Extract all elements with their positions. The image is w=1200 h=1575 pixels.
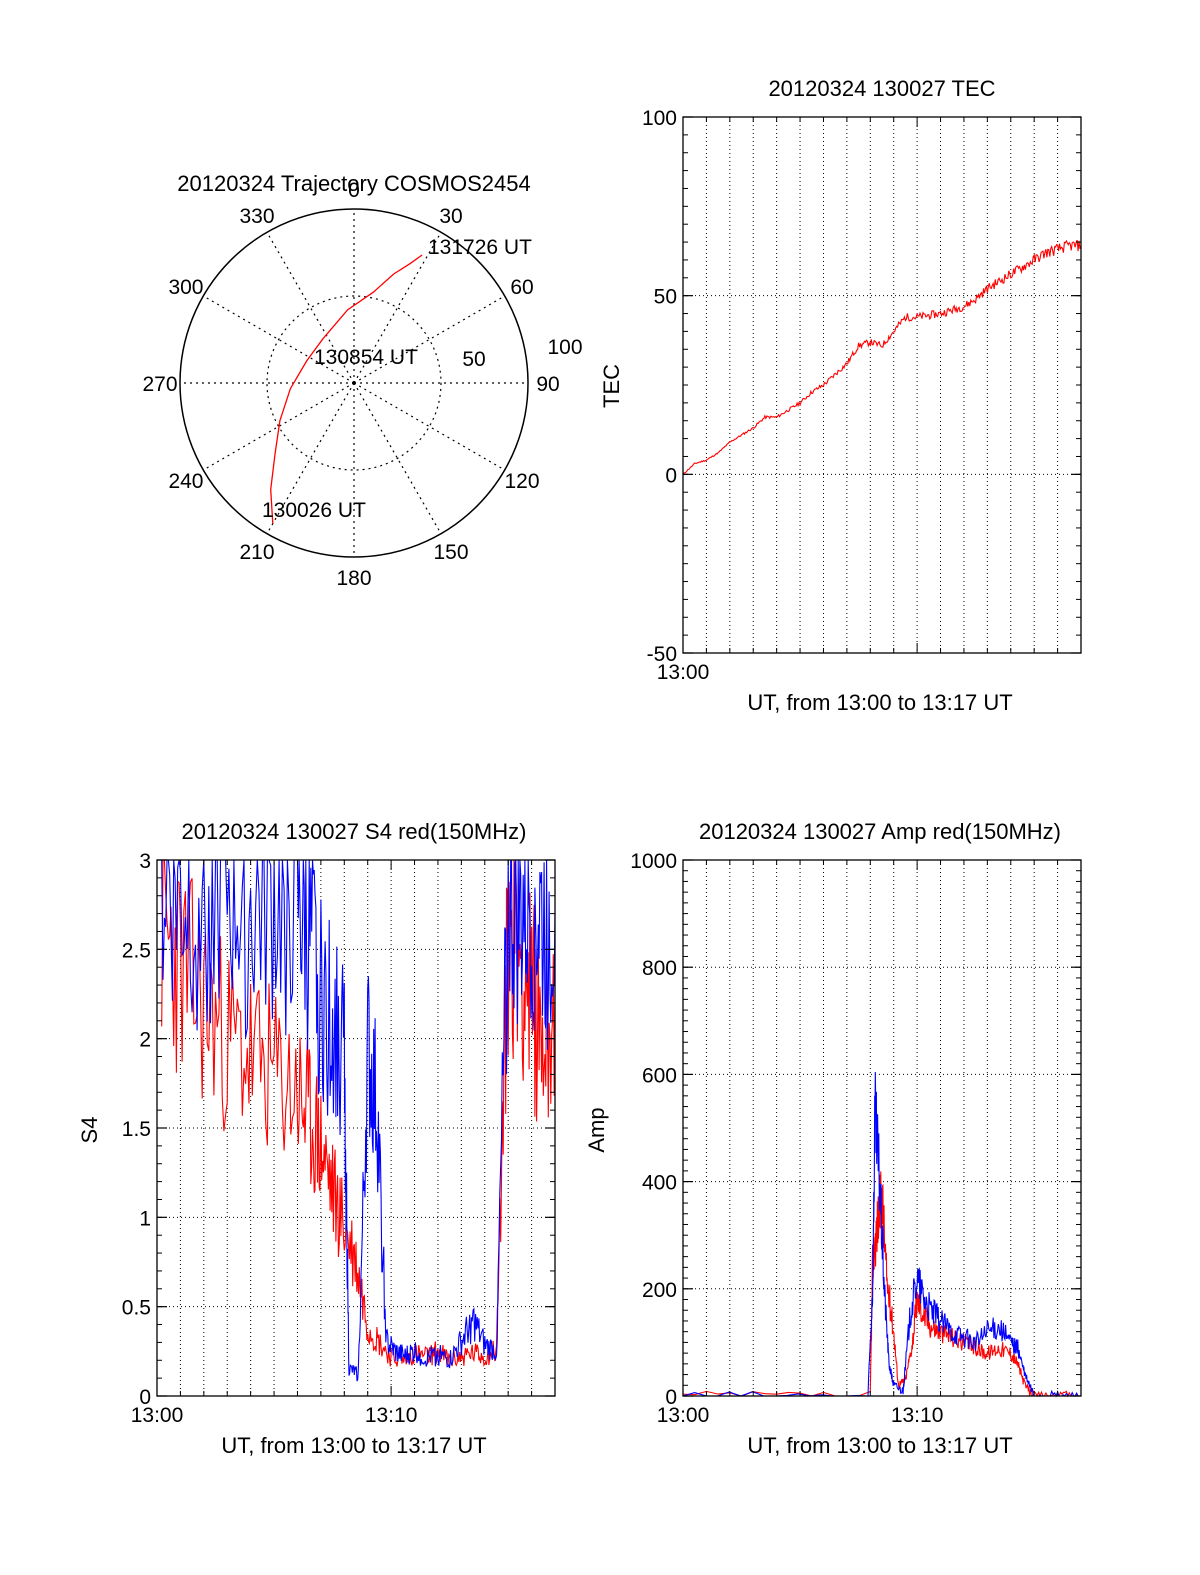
y-tick-label: 2.5 <box>122 939 151 962</box>
trajectory-line <box>270 254 423 524</box>
y-tick-label: 1 <box>139 1207 151 1230</box>
series-line-red <box>161 859 556 1368</box>
y-tick-label: 100 <box>642 107 677 130</box>
polar-spoke <box>353 382 442 534</box>
tec-xlabel: UT, from 13:00 to 13:17 UT <box>747 690 1012 715</box>
polar-angle-label: 30 <box>439 205 462 228</box>
plot-frame <box>682 859 1082 1397</box>
polar-angle-label: 270 <box>142 373 177 396</box>
polar-spoke <box>203 382 355 471</box>
x-tick-label: 13:00 <box>131 1404 184 1427</box>
y-tick-label: 0 <box>665 464 677 487</box>
polar-angle-label: 210 <box>239 541 274 564</box>
y-tick-label: 400 <box>642 1172 677 1195</box>
s4-ylabel: S4 <box>77 1117 102 1144</box>
trajectory-mid-annotation: 130854 UT <box>314 346 418 369</box>
amp-ylabel: Amp <box>584 1107 609 1152</box>
polar-trace <box>270 254 423 524</box>
plot-frame <box>682 116 1082 654</box>
plot-frame <box>156 859 556 1397</box>
y-tick-label: 3 <box>139 850 151 873</box>
tec-panel: 20120324 130027 TEC TEC UT, from 13:00 t… <box>599 76 1082 715</box>
s4-panel: 20120324 130027 S4 red(150MHz) S4 UT, fr… <box>77 819 556 1458</box>
series-line-red <box>682 1171 1081 1398</box>
polar-angle-label: 150 <box>433 541 468 564</box>
polar-angle-label: 330 <box>239 205 274 228</box>
polar-spoke <box>266 232 355 384</box>
y-tick-label: 600 <box>642 1064 677 1087</box>
amp-xlabel: UT, from 13:00 to 13:17 UT <box>747 1433 1012 1458</box>
s4-plot-area: 0 0.5 1 1.5 2 2.5 3 13:00 13:10 <box>122 850 556 1427</box>
y-tick-label: 0 <box>665 1386 677 1409</box>
y-tick-label: 800 <box>642 957 677 980</box>
polar-angle-label: 90 <box>536 373 559 396</box>
y-tick-label: -50 <box>647 643 677 666</box>
x-tick-label: 13:10 <box>891 1404 944 1427</box>
x-tick-label: 13:00 <box>657 661 710 684</box>
trajectory-start-annotation: 130026 UT <box>262 499 366 522</box>
x-tick-label: 13:00 <box>657 1404 710 1427</box>
polar-angle-labels: 0 30 60 90 120 150 180 210 240 270 300 330 <box>142 179 559 590</box>
polar-angle-label: 60 <box>510 276 533 299</box>
y-tick-label: 200 <box>642 1279 677 1302</box>
polar-spoke <box>266 382 355 534</box>
amp-plot-area: 0 200 400 600 800 1000 13:00 13:10 <box>630 850 1082 1427</box>
polar-angle-label: 0 <box>348 179 360 202</box>
polar-outer-ring <box>179 208 529 558</box>
polar-grid <box>179 208 529 558</box>
tec-ylabel: TEC <box>599 364 624 408</box>
polar-angle-label: 120 <box>504 470 539 493</box>
trajectory-panel: 20120324 Trajectory COSMOS2454 0 30 60 90 12… <box>142 171 582 590</box>
trajectory-title: 20120324 Trajectory COSMOS2454 <box>177 171 530 196</box>
x-tick-label: 13:10 <box>365 1404 418 1427</box>
amp-title: 20120324 130027 Amp red(150MHz) <box>699 819 1061 844</box>
polar-ring-50 <box>266 295 442 471</box>
polar-spoke <box>203 295 355 384</box>
polar-spoke <box>353 382 505 471</box>
y-tick-label: 2 <box>139 1029 151 1052</box>
polar-angle-label: 180 <box>336 567 371 590</box>
series-line-blue <box>682 1071 1081 1398</box>
s4-title: 20120324 130027 S4 red(150MHz) <box>182 819 527 844</box>
polar-radius-labels: 50 100 <box>462 336 582 371</box>
polar-radius-label: 50 <box>462 348 485 371</box>
polar-spoke <box>353 232 442 384</box>
s4-xlabel: UT, from 13:00 to 13:17 UT <box>221 1433 486 1458</box>
y-tick-label: 1000 <box>630 850 677 873</box>
polar-angle-label: 300 <box>168 276 203 299</box>
y-tick-label: 1.5 <box>122 1118 151 1141</box>
series-line-red <box>682 239 1082 475</box>
amp-panel: 20120324 130027 Amp red(150MHz) Amp UT, … <box>584 819 1082 1458</box>
y-tick-label: 0 <box>139 1386 151 1409</box>
y-tick-label: 0.5 <box>122 1297 151 1320</box>
trajectory-end-annotation: 131726 UT <box>428 236 532 259</box>
tec-plot-area: -50 0 50 100 13:00 <box>642 107 1082 684</box>
polar-angle-label: 240 <box>168 470 203 493</box>
tec-title: 20120324 130027 TEC <box>768 76 995 101</box>
polar-spoke <box>353 295 505 384</box>
polar-radius-label: 100 <box>547 336 582 359</box>
y-tick-label: 50 <box>654 286 677 309</box>
